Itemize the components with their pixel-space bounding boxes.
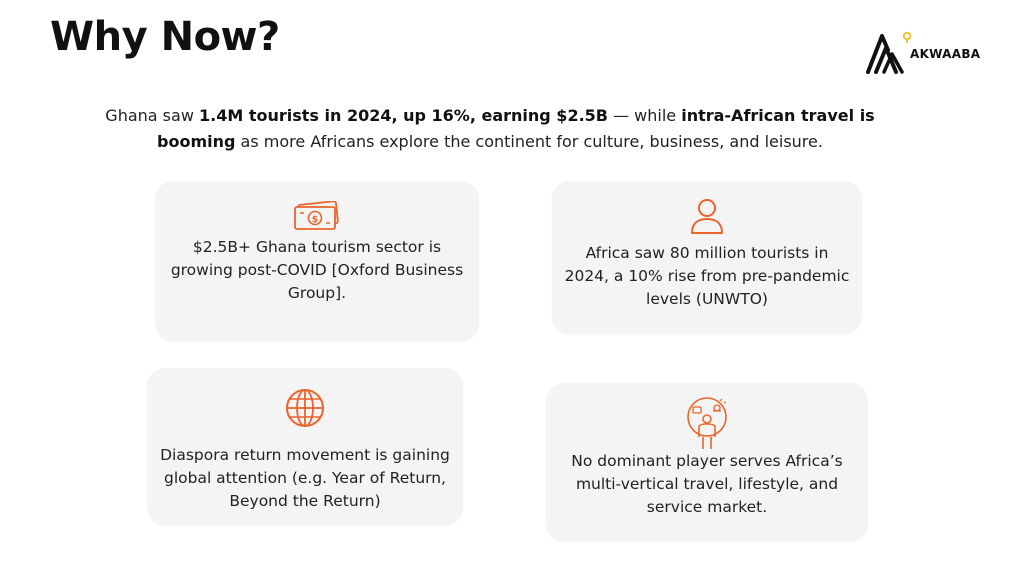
stat-card-diaspora: Diaspora return movement is gaining glob… xyxy=(147,368,463,525)
intro-text-3: as more Africans explore the continent f… xyxy=(235,132,823,151)
intro-text-1: Ghana saw xyxy=(105,106,199,125)
card-text: Africa saw 80 million tourists in 2024, … xyxy=(564,244,850,308)
stat-card-tourism-sector: $ $2.5B+ Ghana tourism sector is growing… xyxy=(155,181,479,341)
logo-wordmark: AKWAABA xyxy=(910,47,981,61)
card-text: $2.5B+ Ghana tourism sector is growing p… xyxy=(170,238,464,302)
intro-highlight-stats: 1.4M tourists in 2024, up 16%, earning $… xyxy=(198,106,608,125)
stat-card-market-gap: No dominant player serves Africa’s multi… xyxy=(546,383,868,541)
page-title: Why Now? xyxy=(50,14,280,60)
svg-text:$: $ xyxy=(312,215,318,225)
akwaaba-logo-icon xyxy=(866,31,912,74)
money-icon: $ xyxy=(293,200,341,235)
multitask-person-icon xyxy=(684,397,730,455)
intro-highlight-intra-african: intra-African travel is booming xyxy=(157,106,875,151)
card-text: No dominant player serves Africa’s multi… xyxy=(571,452,843,516)
intro-paragraph: Ghana saw 1.4M tourists in 2024, up 16%,… xyxy=(100,103,880,155)
globe-icon xyxy=(284,387,326,433)
brand-logo: AKWAABA xyxy=(866,28,996,76)
person-icon xyxy=(689,196,725,240)
card-text: Diaspora return movement is gaining glob… xyxy=(160,446,450,510)
intro-text-2: — while xyxy=(607,106,682,125)
stat-card-africa-tourists: Africa saw 80 million tourists in 2024, … xyxy=(552,181,862,334)
